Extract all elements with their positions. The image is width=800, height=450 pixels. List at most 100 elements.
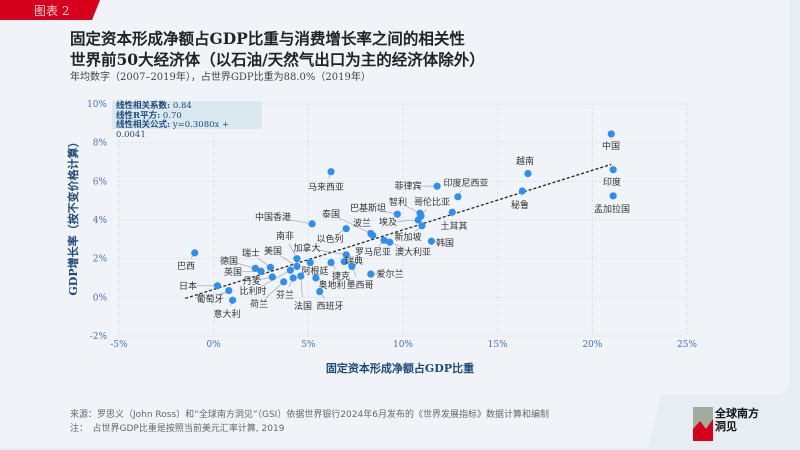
point-label: 南非: [276, 230, 294, 242]
data-point: [367, 270, 375, 278]
data-point: [308, 220, 316, 228]
data-point: [609, 166, 617, 174]
data-point: [607, 130, 615, 138]
figure-tag-label: 图表 2: [34, 4, 70, 18]
data-point: [433, 182, 441, 190]
data-point: [213, 282, 222, 290]
data-point: [251, 264, 259, 272]
data-point: [297, 272, 305, 280]
y-tick-label: 0%: [93, 293, 108, 303]
point-label: 比利时: [239, 285, 266, 297]
data-point: [393, 210, 401, 218]
r-label: 线性相关系数:: [116, 101, 171, 111]
r2-value: 0.70: [162, 110, 182, 121]
regression-stats: 线性相关系数: 0.84 线性R平方: 0.70 线性相关公式: y=0.308…: [112, 101, 262, 139]
logo-line-1: 全球南方: [715, 407, 759, 420]
point-label: 新加坡: [394, 231, 421, 243]
point-label: 印度尼西亚: [443, 177, 488, 189]
point-label: 以色列: [316, 233, 343, 245]
point-label: 芬兰: [276, 289, 294, 301]
leader-line: [315, 249, 347, 256]
data-point: [380, 236, 388, 244]
y-tick-label: -2%: [90, 332, 108, 342]
point-label: 罗马尼亚: [355, 247, 391, 258]
data-point: [327, 168, 335, 176]
data-point: [369, 231, 377, 240]
point-label: 波兰: [353, 217, 371, 229]
chart-subtitle: 年均数字（2007–2019年），占世界GDP比重为88.0%（2019年）: [70, 72, 371, 83]
equation-label: 线性相关公式:: [116, 120, 171, 130]
data-point: [293, 255, 301, 263]
point-label: 秘鲁: [511, 199, 529, 211]
footnote: 注： 占世界GDP比重是按照当前美元汇率计算, 2019: [70, 424, 285, 434]
title-line-2: 世界前50大经济体（以石油/天然气出口为主的经济体除外）: [70, 50, 485, 69]
point-label: 巴基斯坦: [350, 202, 386, 214]
x-tick-label: 0%: [207, 340, 222, 350]
point-label: 哥伦比亚: [414, 196, 450, 208]
x-tick-label: 5%: [301, 340, 316, 350]
x-tick-label: 20%: [582, 340, 602, 350]
equation-value: y=0.3080x + 0.0041: [116, 120, 230, 140]
data-point: [327, 258, 335, 267]
chart-title: 固定资本形成净额占GDP比重与消费增长率之间的相关性 世界前50大经济体（以石油…: [70, 28, 485, 70]
point-label: 英国: [224, 266, 242, 278]
data-point: [348, 262, 356, 270]
point-label: 德国: [220, 255, 238, 267]
point-label: 墨西哥: [346, 280, 373, 291]
logo-mark-icon: [693, 407, 713, 441]
data-point: [427, 237, 435, 245]
data-point: [342, 225, 350, 233]
point-label: 瑞士: [242, 247, 260, 259]
x-axis-title: 固定资本形成净额占GDP比重: [325, 362, 475, 375]
trendline: [185, 163, 612, 299]
point-label: 丹麦: [243, 275, 261, 287]
data-point: [191, 249, 199, 257]
y-tick-label: 4%: [93, 216, 108, 226]
point-label: 爱尔兰: [376, 268, 403, 280]
point-label: 加拿大: [293, 242, 320, 254]
point-label: 西班牙: [316, 300, 343, 312]
footer-notes: 来源：罗思义（John Ross）和“全球南方洞见”（GSI）依据世界银行202…: [70, 408, 549, 436]
y-tick-label: 10%: [87, 100, 107, 110]
point-label: 菲律宾: [394, 180, 421, 192]
data-point: [289, 274, 297, 282]
data-point: [386, 238, 394, 246]
point-label: 土耳其: [440, 220, 467, 232]
data-point: [518, 187, 526, 195]
data-point: [448, 208, 456, 216]
x-tick-label: -5%: [110, 340, 128, 350]
chart-card: [0, 0, 790, 395]
data-point: [609, 192, 617, 200]
point-label: 越南: [516, 155, 534, 167]
point-label: 埃及: [379, 216, 397, 228]
data-point: [316, 287, 324, 296]
point-label: 孟加拉国: [594, 203, 630, 215]
point-label: 奥地利: [318, 279, 345, 291]
point-label: 澳大利亚: [395, 246, 431, 258]
y-tick-label: 8%: [93, 139, 108, 149]
leader-line: [265, 281, 284, 299]
leader-line: [338, 217, 371, 234]
point-label: 葡萄牙: [196, 293, 223, 305]
data-point: [293, 262, 301, 270]
gsi-logo: 全球南方 洞见: [693, 407, 793, 443]
point-label: 法国: [294, 300, 312, 312]
data-point: [312, 274, 320, 282]
data-point: [225, 286, 233, 295]
data-point: [414, 216, 422, 224]
point-label: 意大利: [213, 308, 240, 320]
footer-panel: [0, 340, 675, 448]
y-axis-title: GDP增长率（按不变价格计算）: [67, 136, 80, 296]
point-label: 阿根廷: [301, 265, 328, 277]
data-point: [268, 273, 276, 281]
data-point: [340, 257, 348, 266]
data-point: [524, 170, 532, 178]
point-label: 中国: [602, 140, 620, 152]
point-label: 韩国: [436, 237, 454, 249]
data-point: [229, 296, 237, 304]
r2-label: 线性R平方:: [116, 110, 161, 121]
data-point: [306, 258, 314, 267]
x-tick-label: 15%: [488, 340, 508, 350]
point-label: 泰国: [322, 208, 340, 220]
data-point: [280, 278, 288, 286]
